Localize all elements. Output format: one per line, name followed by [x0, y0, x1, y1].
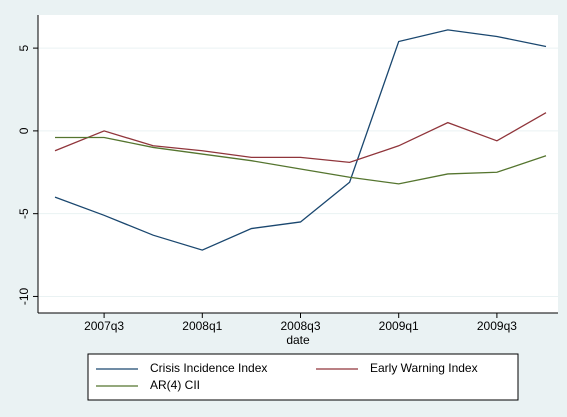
- x-tick-label: 2009q3: [477, 319, 517, 333]
- line-series: [55, 136, 547, 185]
- x-tick-label: 2009q1: [379, 319, 419, 333]
- legend-label: AR(4) CII: [150, 378, 200, 392]
- plot-area: [38, 15, 558, 313]
- x-tick-label: 2008q1: [182, 319, 222, 333]
- y-tick-label: -10: [17, 287, 31, 305]
- x-axis-title: date: [286, 333, 310, 347]
- y-tick-label: -5: [17, 208, 31, 219]
- legend-label: Early Warning Index: [370, 361, 478, 375]
- y-tick-label: 5: [17, 44, 31, 51]
- line-series: [54, 29, 547, 251]
- y-tick-label: 0: [17, 127, 31, 134]
- line-series: [54, 112, 547, 164]
- legend: [87, 353, 519, 401]
- x-tick-label: 2008q3: [280, 319, 320, 333]
- x-tick-label: 2007q3: [84, 319, 124, 333]
- legend-label: Crisis Incidence Index: [150, 361, 267, 375]
